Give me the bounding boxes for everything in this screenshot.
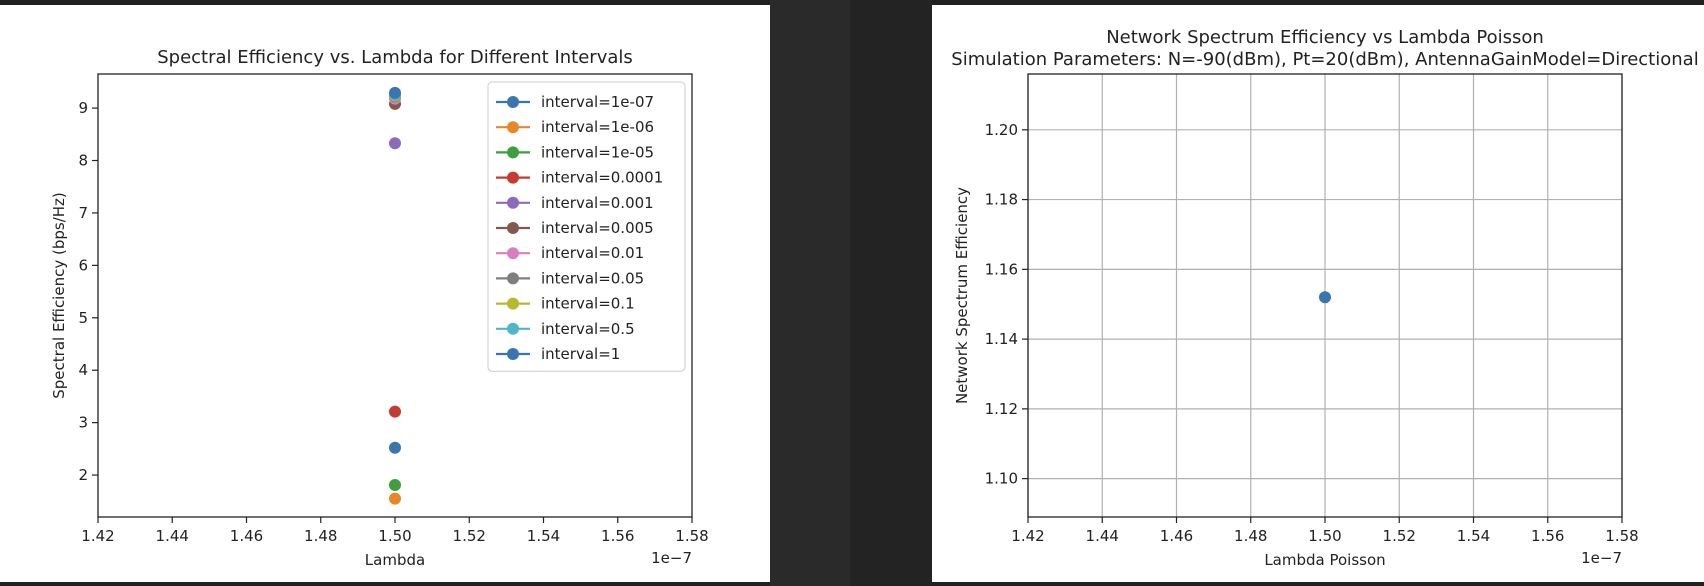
- legend-marker: [507, 247, 519, 260]
- y-tick-label: 9: [78, 99, 88, 117]
- chart-window-right: Network Spectrum Efficiency vs Lambda Po…: [932, 5, 1704, 582]
- legend-marker: [507, 348, 519, 360]
- x-tick-label: 1.48: [1234, 527, 1267, 545]
- legend-marker: [507, 222, 519, 234]
- y-axis-label: Spectral Efficiency (bps/Hz): [50, 192, 68, 398]
- y-tick-label: 1.10: [985, 470, 1018, 488]
- legend-label: interval=0.5: [541, 320, 635, 338]
- legend-marker: [507, 171, 519, 184]
- legend-marker: [507, 96, 519, 108]
- x-tick-label: 1.52: [1383, 527, 1416, 545]
- legend-marker: [507, 272, 519, 285]
- y-tick-label: 1.12: [985, 400, 1018, 418]
- x-axis-label: Lambda Poisson: [1264, 551, 1385, 569]
- x-tick-label: 1.50: [1308, 527, 1341, 545]
- legend-label: interval=0.01: [541, 244, 644, 262]
- window-separator: [770, 0, 850, 586]
- y-tick-label: 1.18: [985, 191, 1018, 209]
- chart-title: Network Spectrum Efficiency vs Lambda Po…: [1106, 27, 1544, 48]
- plot-frame: [1027, 73, 1623, 518]
- y-axis-label: Network Spectrum Efficiency: [953, 187, 971, 404]
- legend-marker: [507, 121, 519, 134]
- legend-marker: [507, 322, 519, 335]
- x-tick-label: 1.54: [1457, 527, 1490, 545]
- y-tick-label: 2: [78, 466, 88, 484]
- plot-frame: [97, 73, 693, 518]
- x-tick-label: 1.48: [304, 527, 337, 545]
- x-offset-label: 1e−7: [1581, 549, 1622, 567]
- y-tick-label: 7: [78, 204, 88, 222]
- x-tick-label: 1.54: [527, 527, 560, 545]
- x-tick-label: 1.46: [230, 527, 263, 545]
- y-tick-label: 6: [78, 256, 88, 274]
- legend-marker: [507, 196, 519, 209]
- network-spectrum-efficiency-chart: Network Spectrum Efficiency vs Lambda Po…: [951, 27, 1698, 569]
- x-tick-label: 1.52: [453, 527, 486, 545]
- legend-label: interval=1e-06: [541, 118, 654, 136]
- legend-box: [487, 81, 686, 372]
- y-tick-label: 3: [78, 414, 88, 432]
- y-tick-label: 5: [78, 309, 88, 327]
- legend-label: interval=0.001: [541, 194, 654, 212]
- data-point: [389, 479, 401, 492]
- y-tick-label: 1.20: [985, 121, 1018, 139]
- y-tick-label: 4: [78, 361, 88, 379]
- legend-label: interval=0.05: [541, 269, 644, 287]
- data-point: [1319, 291, 1331, 304]
- legend-marker: [507, 146, 519, 159]
- legend-label: interval=0.1: [541, 295, 635, 313]
- legend-label: interval=1e-07: [541, 93, 654, 111]
- data-point: [389, 86, 401, 99]
- legend-label: interval=1e-05: [541, 143, 654, 161]
- legend-label: interval=0.005: [541, 219, 654, 237]
- data-point: [389, 137, 401, 150]
- x-tick-label: 1.44: [156, 527, 189, 545]
- x-tick-label: 1.58: [675, 527, 708, 545]
- legend-label: interval=1: [541, 345, 620, 363]
- chart-window-left: Spectral Efficiency vs. Lambda for Diffe…: [0, 5, 770, 582]
- chart-title: Spectral Efficiency vs. Lambda for Diffe…: [157, 47, 633, 68]
- window-separator: [850, 0, 932, 586]
- x-offset-label: 1e−7: [651, 549, 692, 567]
- x-tick-label: 1.56: [601, 527, 634, 545]
- x-tick-label: 1.56: [1531, 527, 1564, 545]
- x-tick-label: 1.42: [1011, 527, 1044, 545]
- legend-label: interval=0.0001: [541, 169, 663, 187]
- y-tick-label: 8: [78, 152, 88, 170]
- y-tick-label: 1.14: [985, 330, 1018, 348]
- spectral-efficiency-chart: Spectral Efficiency vs. Lambda for Diffe…: [50, 47, 709, 569]
- y-tick-label: 1.16: [985, 260, 1018, 278]
- x-tick-label: 1.46: [1160, 527, 1193, 545]
- legend-marker: [507, 297, 519, 310]
- x-tick-label: 1.42: [81, 527, 114, 545]
- x-axis-label: Lambda: [365, 551, 425, 569]
- data-point: [389, 492, 401, 505]
- x-tick-label: 1.50: [378, 527, 411, 545]
- data-point: [389, 405, 401, 418]
- x-tick-label: 1.44: [1086, 527, 1119, 545]
- chart-subtitle: Simulation Parameters: N=-90(dBm), Pt=20…: [951, 49, 1698, 70]
- data-point: [389, 441, 401, 454]
- x-tick-label: 1.58: [1605, 527, 1638, 545]
